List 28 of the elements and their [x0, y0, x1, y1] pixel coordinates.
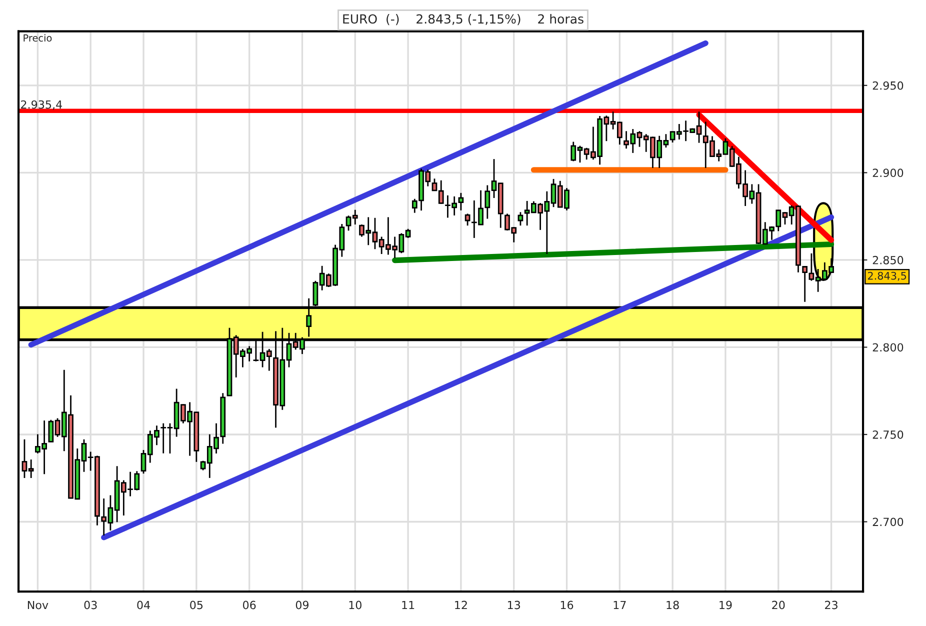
y-tick-label: 2.850: [872, 256, 904, 264]
x-tick-label: 03: [84, 600, 97, 610]
y-axis-title: Precio: [24, 34, 52, 42]
x-tick-label: 16: [560, 600, 574, 610]
x-tick-label: 19: [720, 600, 732, 610]
x-tick-label: 10: [349, 600, 362, 610]
x-tick-label: 18: [666, 600, 679, 610]
x-tick-label: 11: [402, 600, 414, 610]
x-tick-label: 12: [455, 600, 467, 610]
x-tick-label: 17: [614, 600, 626, 610]
y-tick-label: 2.700: [872, 518, 904, 526]
y-tick-label: 2.900: [872, 168, 904, 178]
candlestick: [464, 213, 470, 226]
x-tick-label: 13: [508, 600, 520, 610]
x-tick-label: 23: [825, 600, 838, 610]
x-tick-label: 06: [242, 600, 256, 610]
chart-title: EURO (-) 2.843,5 (-1,15%) 2 horas: [343, 14, 584, 26]
x-tick-label: 20: [772, 600, 785, 610]
x-tick-label: 04: [137, 600, 150, 610]
x-tick-label: 09: [296, 600, 309, 610]
y-tick-label: 2.750: [872, 430, 904, 439]
x-tick-label: Nov: [28, 600, 48, 610]
text: 2.843,5: [868, 272, 906, 281]
candlestick: [518, 211, 524, 226]
ref-line-label: 2.935,4: [21, 100, 62, 110]
x-tick-label: 05: [190, 600, 203, 610]
y-tick-label: 2.950: [872, 81, 904, 90]
y-tick-label: 2.800: [872, 343, 904, 352]
